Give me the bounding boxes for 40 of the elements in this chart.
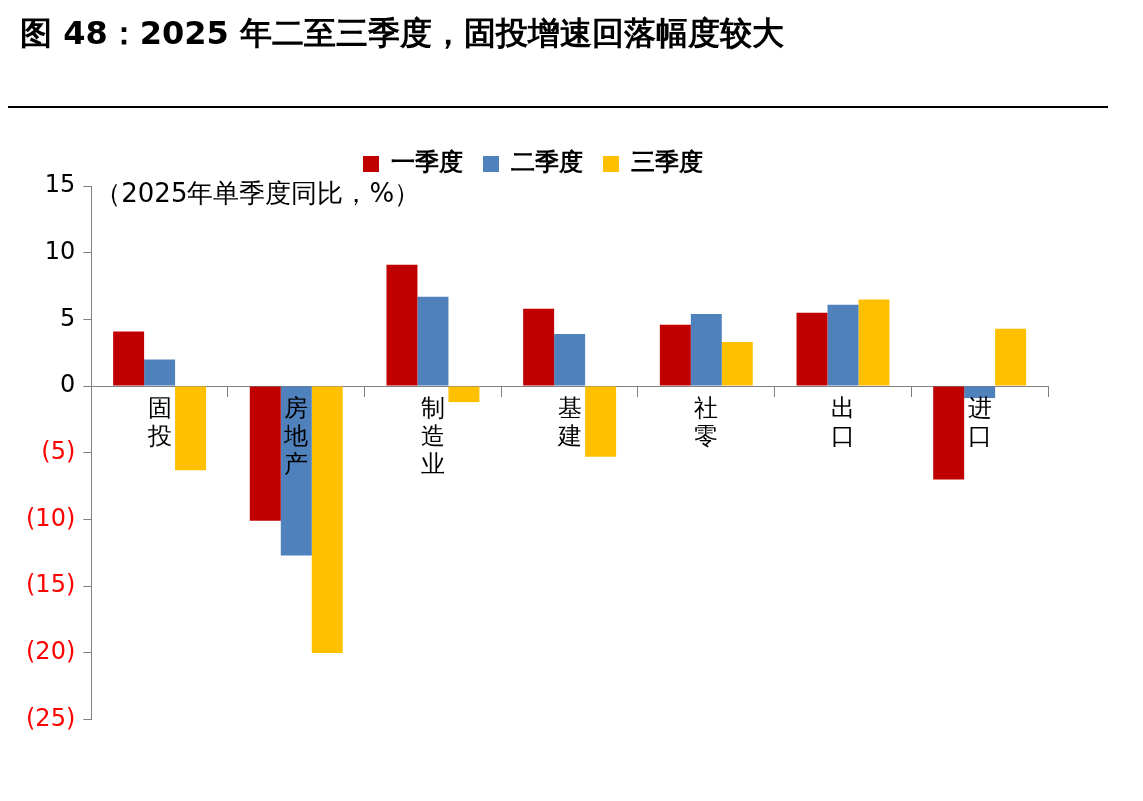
x-tick-label: 房地产 xyxy=(283,394,309,479)
y-tick-label: 10 xyxy=(44,236,76,265)
y-tick-label: 15 xyxy=(44,170,76,199)
bar xyxy=(858,299,890,386)
y-tick-label: (10) xyxy=(26,503,76,532)
legend-label: 二季度 xyxy=(511,148,583,177)
bar xyxy=(113,331,145,386)
bar xyxy=(721,342,753,386)
bar xyxy=(523,308,555,386)
x-tick-label: 固投 xyxy=(146,394,172,451)
y-axis-title: （2025年单季度同比，%） xyxy=(95,177,421,208)
bar xyxy=(933,386,965,480)
bar xyxy=(690,314,722,386)
bar xyxy=(311,386,343,653)
x-tick-label: 进口 xyxy=(967,394,992,451)
legend-label: 三季度 xyxy=(631,148,703,177)
y-tick-label: 5 xyxy=(59,303,76,332)
bar xyxy=(448,386,480,403)
bar xyxy=(417,296,449,386)
x-tick-label: 基建 xyxy=(556,394,582,451)
x-tick-label: 出口 xyxy=(830,394,855,451)
x-tick-label: 社零 xyxy=(694,394,719,451)
x-tick-label: 制造业 xyxy=(420,394,445,479)
bar xyxy=(585,386,617,457)
chart-title: 图 48：2025 年二至三季度，固投增速回落幅度较大 xyxy=(8,8,1108,108)
bar xyxy=(659,324,691,386)
bar xyxy=(175,386,207,471)
y-tick-label: 0 xyxy=(59,370,76,399)
bar xyxy=(827,304,859,386)
legend-label: 一季度 xyxy=(391,148,463,177)
bar xyxy=(386,264,418,386)
bar xyxy=(554,334,586,386)
y-tick-label: (25) xyxy=(26,703,76,732)
y-tick-label: (20) xyxy=(26,637,76,666)
bar xyxy=(249,386,281,521)
bar xyxy=(144,359,176,386)
y-tick-label: (15) xyxy=(26,570,76,599)
y-tick-label: (5) xyxy=(41,437,76,466)
bar xyxy=(995,328,1027,386)
bar xyxy=(796,312,828,386)
